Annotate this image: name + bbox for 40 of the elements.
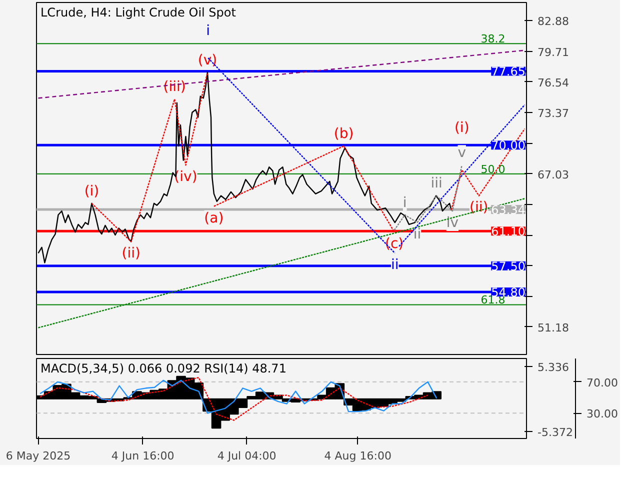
annotation: ii bbox=[391, 257, 399, 274]
x-tick-label: 4 Jun 16:00 bbox=[111, 450, 174, 462]
annotation: i bbox=[402, 194, 407, 211]
annotation: (iii) bbox=[163, 79, 186, 96]
y-tick-label: 76.54 bbox=[538, 76, 569, 90]
y2-tick-label: 70.00 bbox=[586, 376, 618, 390]
y-tick-label: 5.336 bbox=[538, 360, 569, 374]
annotation: (v) bbox=[198, 52, 218, 68]
chart-title: MACD(5,34,5) 0.066 0.092 RSI(14) 48.71 bbox=[40, 362, 286, 376]
annotation: (i) bbox=[84, 183, 100, 200]
annotation: (b) bbox=[334, 126, 354, 142]
annotation: iii bbox=[430, 176, 442, 192]
y-tick-label: 82.88 bbox=[538, 15, 569, 28]
annotation: iv bbox=[446, 215, 459, 232]
x-tick-label: 4 Aug 16:00 bbox=[324, 450, 392, 462]
annotation: (i) bbox=[454, 120, 470, 136]
ref-line-label: 57.50 bbox=[491, 259, 526, 274]
x-tick-label: 6 May 2025 bbox=[6, 450, 71, 462]
y-tick-label: -5.372 bbox=[538, 426, 573, 440]
annotation: ii bbox=[413, 226, 422, 243]
annotation: (a) bbox=[204, 210, 224, 226]
ref-line-label: 63.34 bbox=[491, 202, 526, 217]
annotation: (c) bbox=[384, 236, 404, 252]
y2-tick-label: 30.00 bbox=[586, 408, 618, 421]
x-tick-label: 4 Jul 04:00 bbox=[217, 450, 276, 462]
annotation: (ii) bbox=[122, 246, 140, 262]
annotation: 50.0 bbox=[480, 162, 506, 176]
annotation: v bbox=[458, 145, 466, 162]
ref-line-label: 70.00 bbox=[491, 138, 526, 153]
annotation: 38.2 bbox=[480, 32, 506, 46]
y-tick-label: 67.03 bbox=[538, 168, 569, 182]
y-tick-label: 79.71 bbox=[538, 46, 569, 59]
chart-title: LCrude, H4: Light Crude Oil Spot bbox=[40, 6, 236, 20]
annotation: (ii) bbox=[470, 200, 488, 216]
annotation: (iv) bbox=[174, 169, 198, 186]
y-tick-label: 51.18 bbox=[538, 321, 569, 334]
y-tick-label: 73.37 bbox=[538, 107, 569, 120]
annotation: i bbox=[206, 22, 210, 39]
ref-line-label: 77.65 bbox=[491, 64, 526, 79]
ref-line-label: 61.10 bbox=[491, 224, 526, 239]
